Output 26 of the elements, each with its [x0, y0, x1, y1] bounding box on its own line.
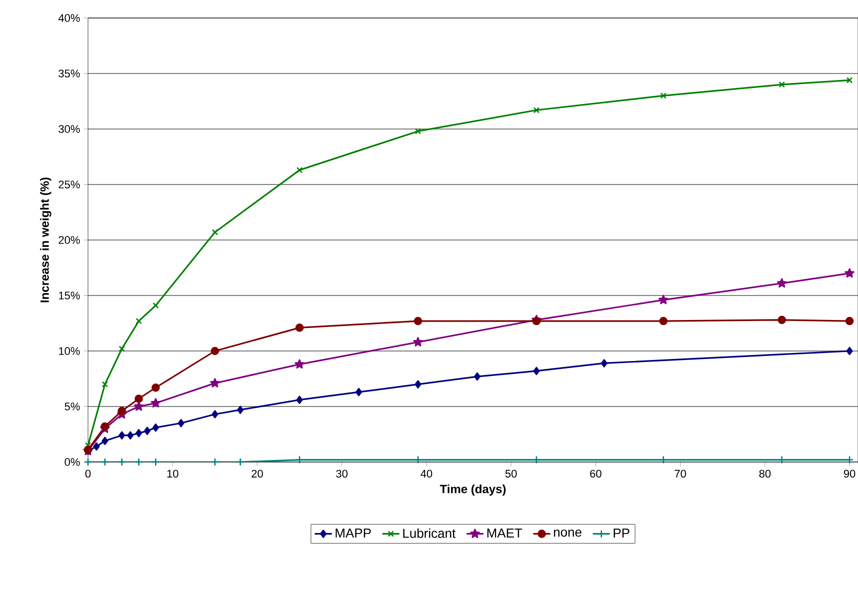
y-tick-label: 35%	[58, 70, 80, 78]
y-tick-label: 30%	[58, 125, 80, 133]
x-tick-label: 80	[759, 470, 771, 478]
legend-label: MAET	[487, 528, 522, 538]
x-tick-label: 60	[590, 470, 602, 478]
x-tick-label: 70	[674, 470, 686, 478]
y-tick-label: 15%	[59, 292, 80, 300]
x-tick-label: 20	[252, 470, 263, 478]
x-tick-label: 10	[167, 470, 178, 478]
y-tick-label: 5%	[64, 402, 80, 410]
y-tick-label: 20%	[58, 236, 80, 244]
x-tick-label: 0	[85, 470, 91, 478]
x-tick-label: 50	[505, 470, 517, 478]
x-tick-label: 90	[844, 470, 856, 478]
y-tick-label: 0%	[64, 458, 80, 466]
legend-label: PP	[614, 528, 630, 538]
x-axis-title: Time (days)	[440, 484, 506, 496]
x-tick-label: 30	[336, 470, 348, 478]
x-tick-label: 40	[420, 470, 432, 478]
y-axis-title: Increase in weight (%)	[40, 178, 52, 302]
y-tick-label: 25%	[58, 180, 80, 188]
y-tick-label: 10%	[59, 347, 80, 355]
y-tick-label: 40%	[58, 14, 80, 22]
legend-label: none	[554, 530, 582, 537]
legend-label: MAPP	[336, 528, 371, 538]
legend-label: Lubricant	[403, 528, 456, 538]
